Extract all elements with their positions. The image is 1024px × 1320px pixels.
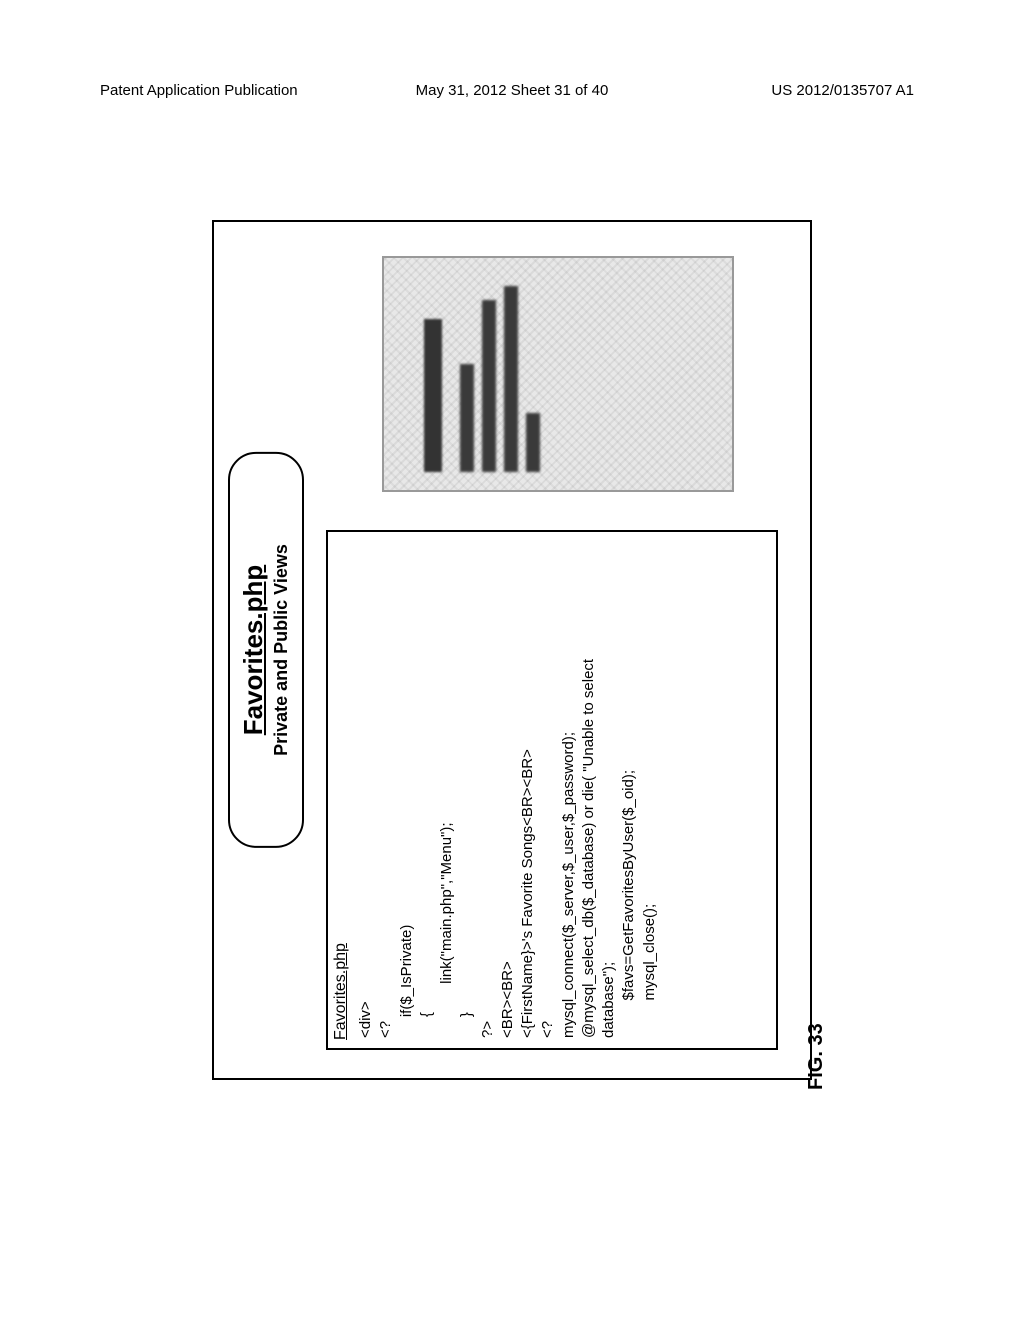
mockup-content — [424, 276, 548, 472]
figure-container: Favorites.php Private and Public Views F… — [212, 220, 812, 1080]
code-box-label: Favorites.php — [328, 532, 350, 1048]
figure-frame: Favorites.php Private and Public Views F… — [212, 220, 812, 1080]
mockup-heading-bar — [424, 319, 442, 472]
figure-number-label: FIG. 33 — [805, 1023, 828, 1090]
mockup-text-line — [460, 364, 474, 472]
figure-title-pill: Favorites.php Private and Public Views — [228, 452, 304, 848]
figure-subtitle: Private and Public Views — [271, 544, 292, 756]
code-body: <div> <? if($_IsPrivate) { link("main.ph… — [350, 532, 660, 1048]
mockup-text-line — [504, 286, 518, 472]
mockup-text-line — [526, 413, 540, 472]
phone-mockup — [382, 256, 734, 492]
header-right: US 2012/0135707 A1 — [771, 82, 914, 99]
mockup-text-line — [482, 300, 496, 472]
figure-title: Favorites.php — [238, 544, 269, 756]
header-center: May 31, 2012 Sheet 31 of 40 — [416, 82, 609, 99]
header-left: Patent Application Publication — [100, 82, 298, 99]
code-box: Favorites.php <div> <? if($_IsPrivate) {… — [326, 530, 778, 1050]
